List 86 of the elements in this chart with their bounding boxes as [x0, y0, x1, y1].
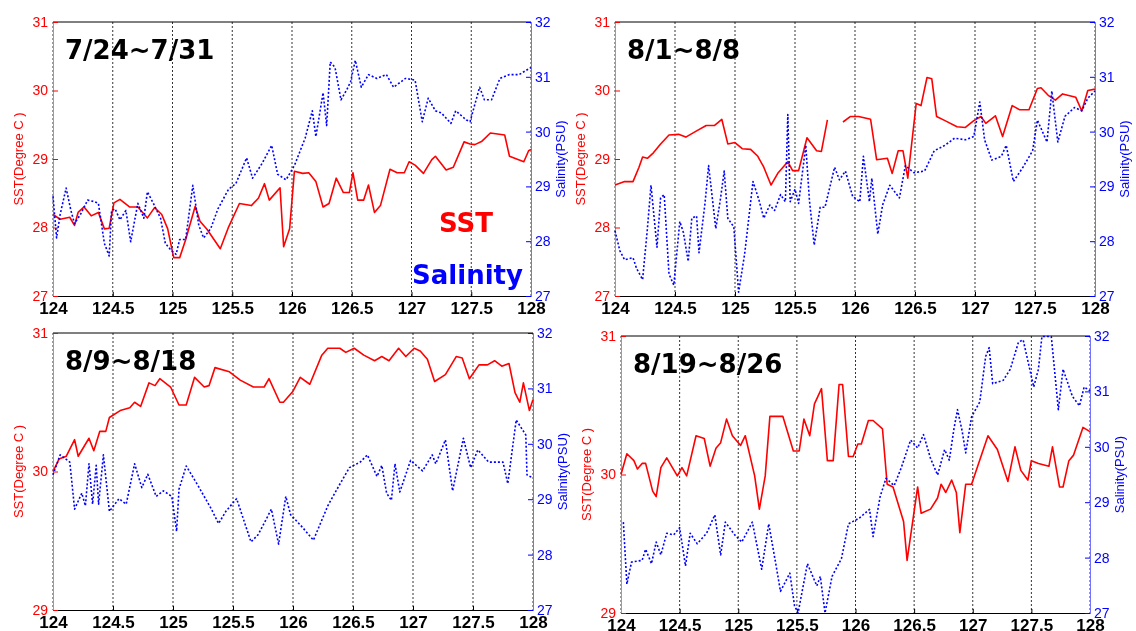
y2-tick-label: 31 [1094, 383, 1110, 400]
y2-tick-label: 30 [537, 435, 553, 452]
x-tick-label: 124.5 [92, 613, 135, 631]
y2-tick-label: 27 [1099, 287, 1115, 304]
x-tick-label: 127 [961, 299, 990, 319]
y2-tick-label: 32 [535, 13, 551, 30]
y2-tick-label: 28 [1094, 549, 1110, 566]
x-tick-label: 127 [397, 299, 427, 319]
y-tick-label: 31 [32, 324, 49, 341]
y-tick-label: 30 [594, 82, 611, 99]
x-tick-label: 125 [159, 613, 188, 631]
x-tick-label: 127.5 [1010, 616, 1054, 631]
y2-tick-label: 30 [1094, 438, 1110, 455]
y2-axis-title: Salinity(PSU) [553, 120, 568, 198]
x-tick-label: 127.5 [1014, 299, 1057, 319]
x-tick-label: 125.5 [212, 613, 255, 631]
x-tick-label: 126.5 [894, 299, 937, 319]
y-axis-title: SST(Degree C ) [579, 427, 594, 522]
y2-tick-label: 28 [537, 546, 553, 563]
y-axis-title: SST(Degree C ) [11, 112, 26, 206]
y-tick-label: 29 [594, 150, 611, 167]
text: 7/24~7/31 [65, 35, 215, 65]
y2-tick-label: 29 [537, 491, 553, 508]
y2-tick-label: 30 [535, 123, 551, 140]
x-tick-label: 124.5 [654, 299, 697, 319]
y2-tick-label: 32 [537, 324, 553, 341]
x-tick-label: 126 [841, 616, 871, 631]
y-tick-label: 27 [32, 287, 49, 304]
x-tick-label: 125 [721, 299, 750, 319]
y-tick-label: 29 [32, 601, 49, 618]
y2-axis-title: Salinity(PSU) [1117, 120, 1132, 198]
y2-tick-label: 28 [535, 233, 551, 250]
x-tick-label: 124.5 [658, 616, 702, 631]
y-tick-label: 27 [594, 287, 611, 304]
x-tick-label: 126 [841, 299, 870, 319]
y2-tick-label: 27 [535, 287, 551, 304]
text: Salinity [412, 260, 524, 290]
y2-tick-label: 31 [1099, 68, 1115, 85]
y2-tick-label: 31 [537, 380, 553, 397]
y2-tick-label: 27 [537, 601, 553, 618]
series-label: SST [438, 208, 494, 238]
y-tick-label: 30 [32, 463, 49, 480]
x-tick-label: 125.5 [776, 616, 819, 631]
y2-tick-label: 29 [1099, 178, 1115, 195]
y-axis-title: SST(Degree C ) [573, 112, 588, 206]
text: 8/19~8/26 [633, 349, 783, 379]
x-tick-label: 125 [158, 299, 188, 319]
x-tick-label: 126 [278, 299, 307, 319]
y-tick-label: 30 [32, 82, 49, 99]
y2-tick-label: 28 [1099, 233, 1115, 250]
y2-tick-label: 27 [1094, 604, 1110, 621]
y-tick-label: 29 [32, 150, 49, 167]
line-series [614, 90, 1096, 293]
text: 8/1~8/8 [627, 35, 741, 65]
x-tick-label: 125.5 [774, 299, 817, 319]
x-tick-label: 127.5 [452, 613, 495, 631]
y-axis-title: SST(Degree C ) [11, 424, 26, 519]
x-tick-label: 126.5 [893, 616, 936, 631]
y-tick-label: 28 [32, 219, 49, 236]
y2-axis-title: Salinity(PSU) [555, 432, 570, 511]
y-tick-label: 30 [600, 466, 617, 483]
y-tick-label: 31 [32, 13, 49, 30]
text: 8/9~8/18 [65, 346, 197, 376]
x-tick-label: 126 [279, 613, 308, 631]
x-tick-label: 125 [724, 616, 753, 631]
y-tick-label: 28 [594, 219, 611, 236]
x-tick-label: 126.5 [332, 613, 375, 631]
y2-tick-label: 29 [1094, 494, 1110, 511]
y2-tick-label: 30 [1099, 123, 1115, 140]
y2-tick-label: 32 [1094, 327, 1110, 344]
x-tick-label: 124.5 [91, 299, 135, 319]
x-tick-label: 127.5 [450, 299, 494, 319]
y2-tick-label: 31 [535, 68, 551, 85]
line-series [52, 59, 532, 257]
y-tick-label: 31 [600, 327, 617, 344]
x-tick-label: 125.5 [211, 299, 255, 319]
line-series [52, 132, 532, 259]
x-tick-label: 127 [959, 616, 988, 631]
y2-axis-title: Salinity(PSU) [1112, 435, 1127, 514]
y2-tick-label: 29 [535, 178, 551, 195]
line-series [52, 419, 534, 545]
x-tick-label: 127 [399, 613, 428, 631]
y-tick-label: 29 [600, 604, 617, 621]
y2-tick-label: 32 [1099, 13, 1115, 30]
x-tick-label: 126.5 [330, 299, 374, 319]
y-tick-label: 31 [594, 13, 611, 30]
